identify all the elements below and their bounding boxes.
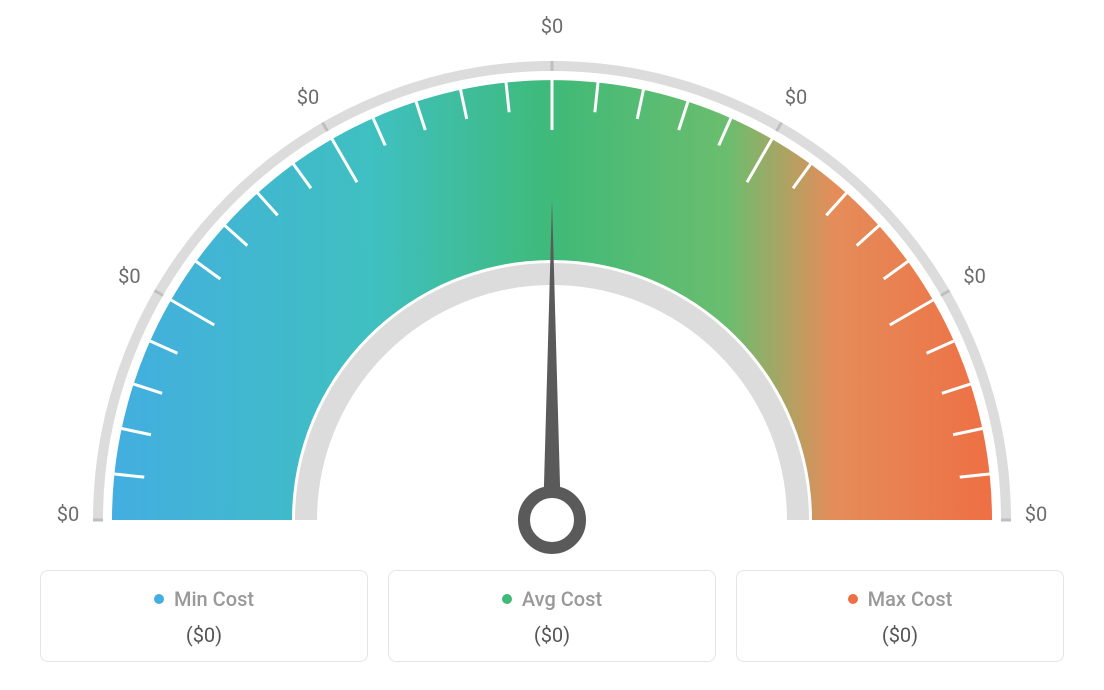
gauge-svg	[40, 20, 1064, 560]
legend-value-max: ($0)	[749, 623, 1051, 647]
legend-value-min: ($0)	[53, 623, 355, 647]
legend-card-max: Max Cost ($0)	[736, 570, 1064, 662]
legend-row: Min Cost ($0) Avg Cost ($0) Max Cost ($0…	[40, 570, 1064, 662]
cost-gauge-chart: $0$0$0$0$0$0$0 Min Cost ($0) Avg Cost ($…	[40, 20, 1064, 662]
dial-label-5: $0	[963, 264, 985, 288]
gauge-area: $0$0$0$0$0$0$0	[40, 20, 1064, 550]
dial-label-1: $0	[118, 264, 140, 288]
legend-dot-min	[154, 594, 164, 604]
legend-title-avg: Avg Cost	[502, 587, 602, 611]
legend-card-avg: Avg Cost ($0)	[388, 570, 716, 662]
legend-dot-max	[848, 594, 858, 604]
legend-card-min: Min Cost ($0)	[40, 570, 368, 662]
dial-label-6: $0	[1025, 502, 1047, 526]
dial-label-0: $0	[57, 502, 79, 526]
legend-value-avg: ($0)	[401, 623, 703, 647]
legend-label-avg: Avg Cost	[522, 587, 602, 611]
legend-title-max: Max Cost	[848, 587, 953, 611]
dial-label-3: $0	[541, 14, 563, 38]
legend-title-min: Min Cost	[154, 587, 254, 611]
dial-label-2: $0	[297, 85, 319, 109]
legend-label-min: Min Cost	[174, 587, 254, 611]
legend-label-max: Max Cost	[868, 587, 953, 611]
legend-dot-avg	[502, 594, 512, 604]
dial-label-4: $0	[785, 85, 807, 109]
